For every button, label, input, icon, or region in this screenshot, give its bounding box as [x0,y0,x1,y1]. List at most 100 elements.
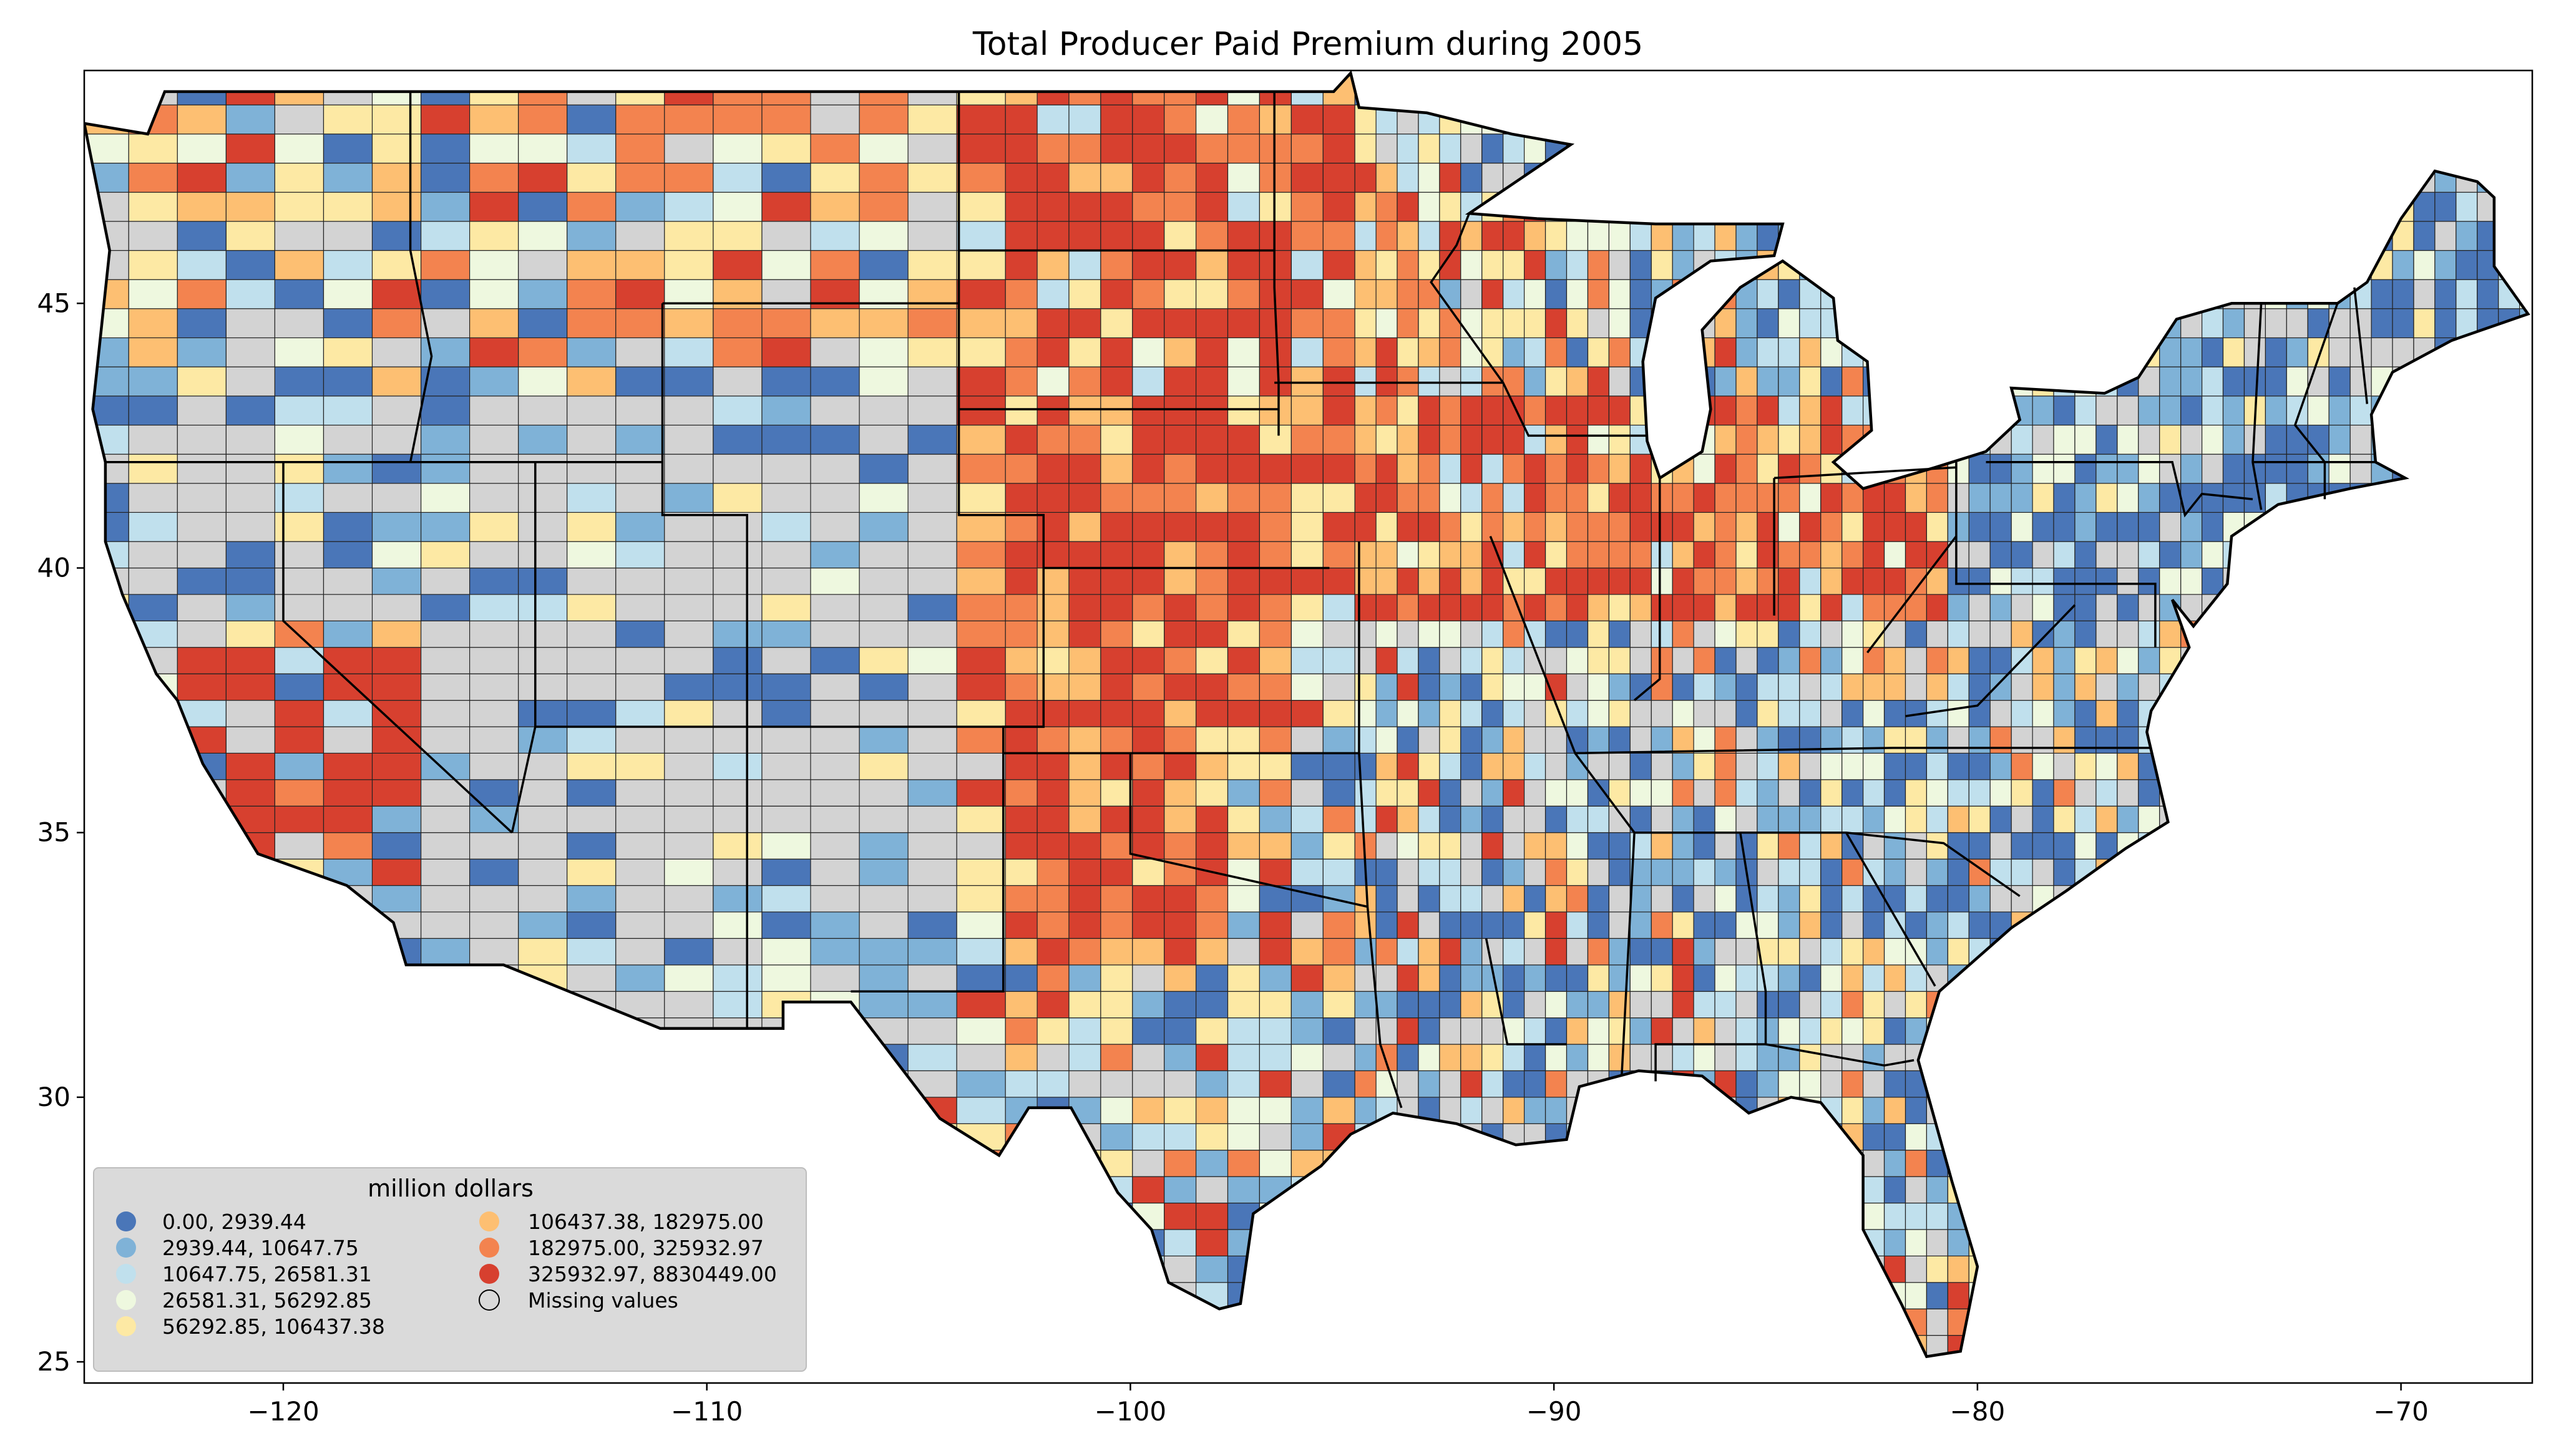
county-polygon [615,396,665,426]
county-polygon [323,699,373,727]
county-polygon [810,337,860,367]
county-polygon [2095,620,2118,648]
county-polygon [469,805,519,833]
county-polygon [1714,832,1737,860]
county-polygon [1735,337,1758,367]
county-polygon [1884,752,1906,780]
county-polygon [1926,832,1948,860]
county-polygon [1068,512,1101,542]
county-polygon [1629,699,1652,727]
county-polygon [1164,1017,1197,1045]
county-polygon [615,337,665,367]
county-polygon [1566,1044,1589,1072]
county-polygon [1397,779,1419,807]
county-polygon [1884,858,1906,886]
county-polygon [1672,938,1694,966]
county-polygon [1100,938,1133,966]
county-polygon [469,911,519,939]
county-polygon [1947,752,1969,780]
county-polygon [1947,779,1969,807]
county-polygon [1757,396,1779,426]
county-polygon [1947,1229,1969,1257]
county-polygon [1884,541,1906,569]
county-polygon [1195,1044,1229,1072]
county-polygon [2286,337,2308,367]
county-polygon [1227,337,1261,367]
county-polygon [1132,938,1165,966]
county-polygon [567,779,617,807]
county-polygon [956,279,1006,309]
county-polygon [1989,673,2012,701]
county-polygon [761,454,811,484]
county-polygon [1905,483,1928,513]
county-polygon [1227,1097,1261,1124]
county-polygon [1905,541,1928,569]
county-polygon [1195,991,1229,1019]
county-polygon [1672,567,1694,595]
state-borders [84,70,2530,1359]
county-polygon [2095,594,2118,621]
county-polygon [274,541,324,569]
county-polygon [1863,1202,1885,1230]
county-polygon [1164,133,1197,164]
county-polygon [2117,483,2139,513]
county-polygon [1735,366,1758,397]
county-polygon [2349,308,2372,339]
county-polygon [420,424,471,455]
county-polygon [1481,1097,1504,1124]
county-polygon [859,512,909,542]
county-polygon [1820,832,1843,860]
county-polygon [907,192,957,222]
county-polygon [1100,512,1133,542]
county-polygon [1905,726,1928,754]
county-polygon [1651,779,1673,807]
county-polygon [1608,337,1631,367]
county-polygon [1068,250,1101,280]
county-polygon [1672,647,1694,674]
county-polygon [469,832,519,860]
county-polygon [1397,396,1419,426]
county-polygon [1290,104,1324,135]
county-polygon [1227,620,1261,648]
county-polygon [1820,424,1843,455]
county-polygon [1005,752,1038,780]
county-polygon [1524,805,1546,833]
county-polygon [1905,1202,1928,1230]
county-polygon [1290,396,1324,426]
county-polygon [2413,250,2436,280]
county-polygon [1132,911,1165,939]
county-polygon [1195,1123,1229,1151]
county-polygon [1503,1070,1525,1098]
county-polygon [2095,483,2118,513]
county-polygon [1418,779,1440,807]
county-polygon [177,162,227,193]
county-polygon [1778,512,1800,542]
national-outline [84,70,2530,1359]
county-polygon [420,726,471,754]
county-polygon [1524,424,1546,455]
county-polygon [956,991,1006,1019]
county-polygon [664,366,714,397]
county-polygon [1503,726,1525,754]
county-polygon [371,594,422,621]
county-polygon [1439,938,1461,966]
county-polygon [1259,752,1292,780]
county-polygon [2032,454,2054,484]
county-polygon [1735,512,1758,542]
county-polygon [1524,832,1546,860]
county-polygon [1195,567,1229,595]
county-polygon [1195,424,1229,455]
county-polygon [1481,133,1504,164]
county-polygon [1322,567,1355,595]
county-polygon [1587,250,1610,280]
county-polygon [859,885,909,913]
county-polygon [1714,991,1737,1019]
county-polygon [1439,620,1461,648]
county-polygon [1587,964,1610,992]
county-polygon [1132,805,1165,833]
county-polygon [859,832,909,860]
county-polygon [1545,1097,1568,1124]
county-polygon [1735,832,1758,860]
county-polygon [761,594,811,621]
county-polygon [567,162,617,193]
